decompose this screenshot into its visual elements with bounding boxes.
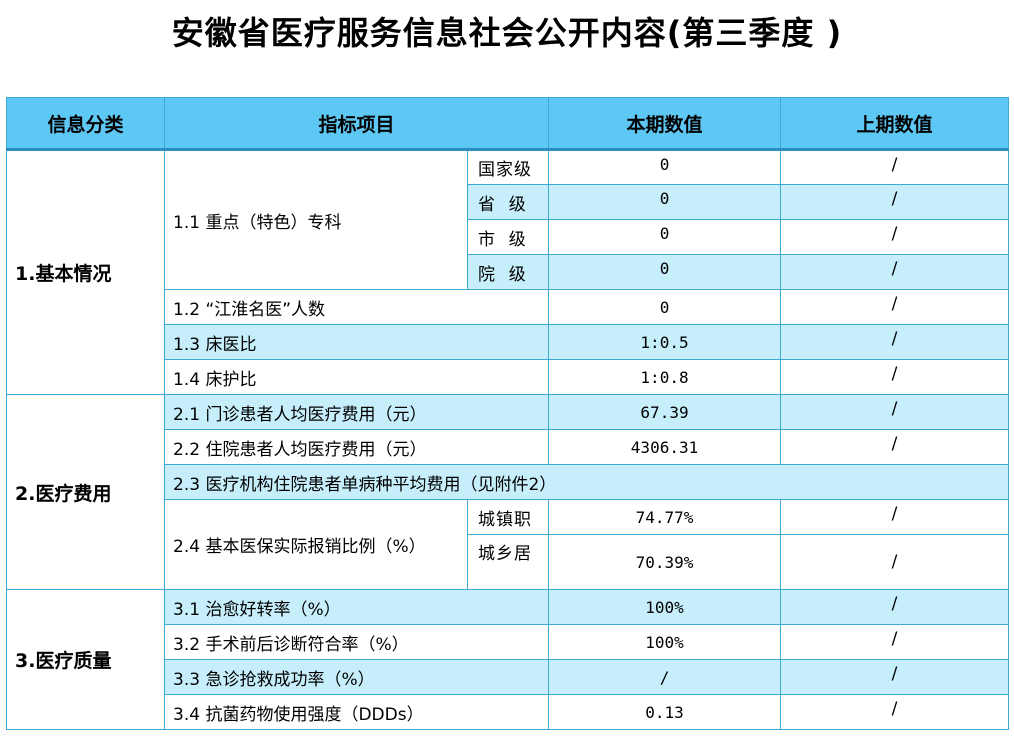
table-row: 省 级 0 / <box>7 184 1010 220</box>
current-value: 0 <box>548 149 782 185</box>
sub-label: 院 级 <box>466 254 550 290</box>
category-cost: 2.医疗费用 <box>6 394 165 590</box>
indicator-label: 1.3 床医比 <box>163 324 550 360</box>
sub-label: 国家级 <box>466 149 550 185</box>
previous-value: / <box>780 324 1010 360</box>
table-row: 3.2 手术前后诊断符合率（%） 100% / <box>7 624 1010 660</box>
indicator-label: 3.3 急诊抢救成功率（%） <box>163 659 550 695</box>
table-row: 城乡居 70.39% / <box>7 534 1010 590</box>
previous-value: / <box>780 289 1010 325</box>
header-row: 信息分类 指标项目 本期数值 上期数值 <box>6 97 1010 151</box>
table-row: 1.基本情况 1.1 重点（特色）专科 国家级 0 / <box>6 149 1010 395</box>
category-quality: 3.医疗质量 <box>6 589 165 730</box>
current-value: 100% <box>548 624 782 660</box>
current-value: 100% <box>548 589 782 625</box>
table-row: 1.3 床医比 1:0.5 / <box>7 324 1010 360</box>
previous-value: / <box>780 534 1010 590</box>
indicator-label: 3.1 治愈好转率（%） <box>163 589 550 625</box>
sub-label: 市 级 <box>466 219 550 255</box>
table-row: 1.2 “江淮名医”人数 0 / <box>7 289 1010 325</box>
previous-value: / <box>780 219 1010 255</box>
header-previous: 上期数值 <box>780 97 1010 151</box>
header-current: 本期数值 <box>548 97 782 151</box>
sub-label: 城乡居 <box>466 534 550 590</box>
current-value: 0 <box>548 254 782 290</box>
table-row: 1.4 床护比 1:0.8 / <box>7 359 1010 395</box>
indicator-label: 1.4 床护比 <box>163 359 550 395</box>
current-value: 74.77% <box>548 499 782 535</box>
previous-value: / <box>780 184 1010 220</box>
indicator-label: 2.3 医疗机构住院患者单病种平均费用（见附件2） <box>163 464 1010 500</box>
indicator-label: 2.2 住院患者人均医疗费用（元） <box>163 429 550 465</box>
table-row: 3.4 抗菌药物使用强度（DDDs） 0.13 / <box>7 694 1010 730</box>
indicator-label: 3.4 抗菌药物使用强度（DDDs） <box>163 694 550 730</box>
previous-value: / <box>780 149 1010 185</box>
indicator-label: 1.2 “江淮名医”人数 <box>163 289 550 325</box>
indicator-label: 2.4 基本医保实际报销比例（%） <box>164 499 468 590</box>
sub-label: 城镇职 <box>466 499 550 535</box>
current-value: 1:0.5 <box>548 324 782 360</box>
previous-value: / <box>780 624 1010 660</box>
previous-value: / <box>780 589 1010 625</box>
page-title: 安徽省医疗服务信息社会公开内容(第三季度 ) <box>171 14 843 52</box>
current-value: 1:0.8 <box>548 359 782 395</box>
previous-value: / <box>780 254 1010 290</box>
previous-value: / <box>780 659 1010 695</box>
header-indicator: 指标项目 <box>163 97 550 151</box>
table-row: 2.医疗费用 2.1 门诊患者人均医疗费用（元） 67.39 / <box>6 394 1010 590</box>
current-value: 70.39% <box>548 534 782 590</box>
table-row: 3.医疗质量 3.1 治愈好转率（%） 100% / <box>6 589 1010 730</box>
table-row: 2.4 基本医保实际报销比例（%） 城镇职 74.77% / <box>7 499 1010 590</box>
header-category: 信息分类 <box>6 97 165 151</box>
table-row: 院 级 0 / <box>7 254 1010 290</box>
indicator-label: 3.2 手术前后诊断符合率（%） <box>163 624 550 660</box>
previous-value: / <box>780 394 1010 430</box>
current-value: 4306.31 <box>548 429 782 465</box>
category-basic: 1.基本情况 <box>6 149 165 395</box>
indicator-label: 2.1 门诊患者人均医疗费用（元） <box>163 394 550 430</box>
current-value: 67.39 <box>548 394 782 430</box>
sub-label: 省 级 <box>466 184 550 220</box>
previous-value: / <box>780 359 1010 395</box>
current-value: 0 <box>548 289 782 325</box>
current-value: / <box>548 659 782 695</box>
table-row: 2.3 医疗机构住院患者单病种平均费用（见附件2） <box>7 464 1010 500</box>
indicator-label: 1.1 重点（特色）专科 <box>164 149 468 290</box>
info-table: 信息分类 指标项目 本期数值 上期数值 1.基本情况 1.1 重点（特色）专科 … <box>6 97 1010 730</box>
current-value: 0.13 <box>548 694 782 730</box>
previous-value: / <box>780 694 1010 730</box>
table-row: 2.2 住院患者人均医疗费用（元） 4306.31 / <box>7 429 1010 465</box>
current-value: 0 <box>548 184 782 220</box>
table-row: 3.3 急诊抢救成功率（%） / / <box>7 659 1010 695</box>
previous-value: / <box>780 499 1010 535</box>
current-value: 0 <box>548 219 782 255</box>
table-row: 市 级 0 / <box>7 219 1010 255</box>
previous-value: / <box>780 429 1010 465</box>
